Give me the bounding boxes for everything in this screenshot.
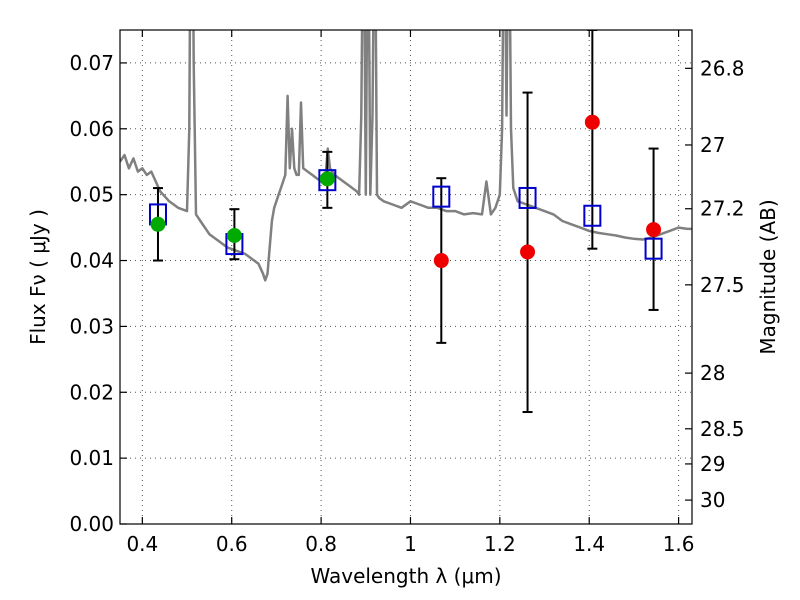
measured-flux-point <box>584 114 600 130</box>
measured-flux-point <box>150 216 166 232</box>
measured-flux-point <box>646 222 662 238</box>
x-tick-label: 1.6 <box>663 532 695 556</box>
axes: 0.4 0.6 0.8 1 1.2 1.4 1.6 0.00 0.01 0.02 0.03 0.04 0… <box>69 30 745 556</box>
y2-tick-label: 26.8 <box>700 56 745 80</box>
y2-tick-label: 27.2 <box>700 197 745 221</box>
measured-flux-point <box>520 244 536 260</box>
x-axis-label: Wavelength λ (μm) <box>310 564 501 588</box>
y-tick-label: 0.00 <box>69 512 114 536</box>
measured-flux-point <box>433 253 449 269</box>
y-tick-label: 0.02 <box>69 380 114 404</box>
y-axis-label: Flux Fν ( μJy ) <box>26 209 50 345</box>
x-tick-label: 0.4 <box>126 532 158 556</box>
x-tick-label: 0.8 <box>305 532 337 556</box>
y-tick-label: 0.07 <box>69 51 114 75</box>
y2-tick-label: 28 <box>700 361 725 385</box>
measured-flux-point <box>319 171 335 187</box>
y2-tick-label: 28.5 <box>700 417 745 441</box>
model-photometry-point <box>518 186 537 209</box>
x-tick-label: 1.2 <box>484 532 516 556</box>
model-photometry-point <box>432 185 451 208</box>
x-tick-label: 0.6 <box>216 532 248 556</box>
grid <box>120 30 692 525</box>
x-tick-label: 1.4 <box>573 532 605 556</box>
y-tick-label: 0.03 <box>69 314 114 338</box>
y-tick-label: 0.01 <box>69 446 114 470</box>
model-spectrum-line <box>120 30 692 282</box>
y2-tick-label: 29 <box>700 452 725 476</box>
y-tick-label: 0.04 <box>69 249 114 273</box>
model-photometry-point <box>318 169 337 192</box>
measured-flux-point <box>226 228 242 244</box>
x-tick-label: 1 <box>404 532 417 556</box>
y2-tick-label: 30 <box>700 488 725 512</box>
plot-frame <box>119 29 693 525</box>
y-tick-label: 0.06 <box>69 117 114 141</box>
y2-axis-label: Magnitude (AB) <box>756 199 780 354</box>
model-photometry-point <box>644 237 663 260</box>
y2-tick-label: 27 <box>700 133 725 157</box>
y-tick-label: 0.05 <box>69 183 114 207</box>
plot-area <box>120 30 692 414</box>
model-photometry-point <box>583 204 602 227</box>
y2-tick-label: 27.5 <box>700 273 745 297</box>
